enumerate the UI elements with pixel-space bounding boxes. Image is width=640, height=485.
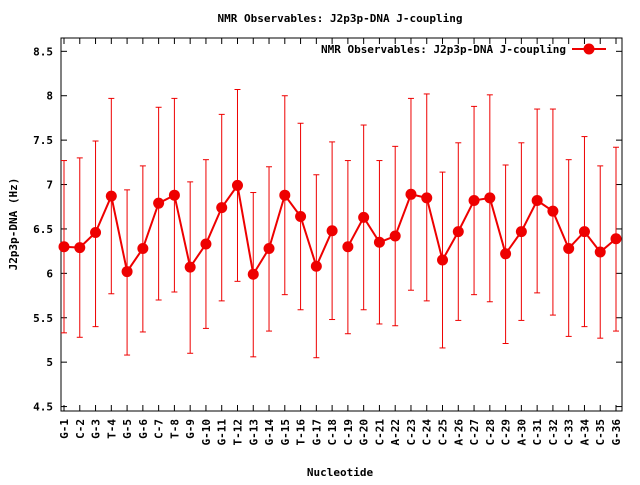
series-line (347, 193, 617, 263)
x-tick-label: G-11 (216, 419, 229, 446)
x-tick-label: C-7 (153, 419, 166, 439)
data-point (373, 236, 385, 248)
x-tick-label: T-8 (168, 419, 181, 439)
y-tick-label: 4.5 (33, 401, 53, 414)
y-tick-label: 7.5 (33, 134, 53, 147)
x-tick-label: G-5 (121, 419, 134, 439)
series-line (63, 182, 334, 278)
data-point (90, 226, 102, 238)
x-tick-label: C-31 (531, 419, 544, 446)
data-point (358, 211, 370, 223)
x-tick-label: G-10 (200, 419, 213, 446)
y-tick-label: 6.5 (33, 223, 53, 236)
x-tick-label: G-14 (263, 419, 276, 446)
data-point (58, 241, 70, 253)
x-tick-label: C-2 (74, 419, 87, 439)
data-point (484, 192, 496, 204)
x-tick-label: C-23 (405, 419, 418, 446)
data-point (295, 211, 307, 223)
x-tick-label: C-21 (373, 419, 386, 446)
data-point (578, 226, 590, 238)
y-tick-label: 5 (46, 356, 53, 369)
plot-frame (60, 37, 623, 412)
x-tick-label: T-16 (295, 419, 308, 446)
x-tick-label: C-35 (594, 419, 607, 446)
data-point (279, 189, 291, 201)
x-axis: G-1 C-2 G-3 T-4 G-5 G-6 C-7 T-8 G-9 G-10 G-11 T-12 G… (58, 38, 623, 446)
data-point (247, 268, 259, 280)
x-tick-label: G-9 (184, 419, 197, 439)
data-point (231, 179, 243, 191)
data-point (389, 230, 401, 242)
x-tick-label: C-18 (326, 419, 339, 446)
data-point (468, 195, 480, 207)
x-tick-label: G-13 (247, 419, 260, 446)
x-tick-label: T-4 (105, 419, 118, 439)
error-bars (61, 89, 619, 359)
data-point (421, 192, 433, 204)
data-point (263, 242, 275, 254)
data-point (326, 225, 338, 237)
x-tick-label: C-33 (563, 419, 576, 446)
data-points (58, 179, 622, 280)
legend-marker (583, 43, 595, 55)
x-tick-label: T-12 (231, 419, 244, 446)
data-point (200, 238, 212, 250)
data-point (153, 197, 165, 209)
x-tick-label: G-3 (90, 419, 103, 439)
x-tick-label: C-32 (547, 419, 560, 446)
x-tick-label: G-20 (358, 419, 371, 446)
y-axis-label: J2p3p-DNA (Hz) (7, 178, 20, 271)
data-point (405, 188, 417, 200)
x-tick-label: A-34 (578, 419, 591, 446)
data-point (168, 189, 180, 201)
legend-label: NMR Observables: J2p3p-DNA J-coupling (321, 43, 566, 56)
data-point (105, 190, 117, 202)
data-point (310, 260, 322, 272)
data-point (610, 233, 622, 245)
data-point (342, 241, 354, 253)
data-point (121, 266, 133, 278)
x-tick-label: C-29 (500, 419, 513, 446)
x-axis-label: Nucleotide (307, 466, 374, 479)
chart-title: NMR Observables: J2p3p-DNA J-coupling (217, 12, 462, 25)
x-tick-label: G-15 (279, 419, 292, 446)
x-tick-label: C-24 (421, 419, 434, 446)
y-tick-label: 5.5 (33, 312, 53, 325)
x-tick-label: G-1 (58, 419, 71, 439)
data-point (594, 246, 606, 258)
x-tick-label: C-28 (484, 419, 497, 446)
data-point (216, 202, 228, 214)
x-tick-label: A-30 (515, 419, 528, 446)
y-tick-label: 6 (46, 267, 53, 280)
x-tick-label: C-27 (468, 419, 481, 446)
x-tick-label: C-25 (437, 419, 450, 446)
x-tick-label: G-6 (137, 419, 150, 439)
y-tick-label: 8 (46, 90, 53, 103)
data-point (500, 248, 512, 260)
data-point (547, 205, 559, 217)
y-tick-label: 8.5 (33, 45, 53, 58)
data-point (437, 254, 449, 266)
x-tick-label: G-36 (610, 419, 623, 446)
data-point (184, 261, 196, 273)
y-tick-label: 7 (46, 179, 53, 192)
data-point (531, 195, 543, 207)
x-tick-label: A-22 (389, 419, 402, 446)
data-point (563, 242, 575, 254)
data-point (452, 226, 464, 238)
data-point (137, 242, 149, 254)
x-tick-label: C-19 (342, 419, 355, 446)
legend: NMR Observables: J2p3p-DNA J-coupling (321, 43, 606, 56)
data-point (515, 226, 527, 238)
x-tick-label: G-17 (310, 419, 323, 446)
data-point (74, 242, 86, 254)
x-tick-label: A-26 (452, 419, 465, 446)
